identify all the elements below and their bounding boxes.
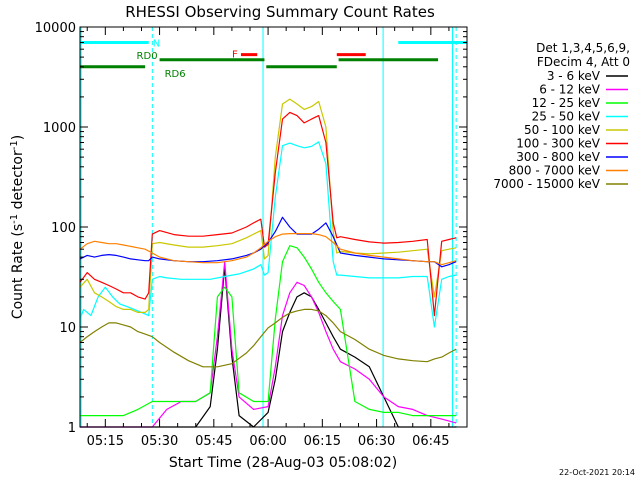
y-tick-label-4: 10000: [35, 21, 76, 36]
legend-label-6: 300 - 800 keV: [516, 150, 600, 164]
legend-label-2: 12 - 25 keV: [532, 96, 601, 110]
series-line-2: [80, 245, 457, 417]
y-tick-label-1: 10: [59, 321, 76, 336]
x-tick-label-6: 06:45: [412, 434, 449, 449]
boundary-lines: [80, 27, 457, 427]
rd6-label: RD6: [165, 69, 186, 80]
legend-label-0: 3 - 6 keV: [547, 69, 601, 83]
series-line-3: [79, 141, 457, 328]
legend-label-7: 800 - 7000 keV: [509, 164, 601, 178]
legend-label-8: 7000 - 15000 keV: [493, 177, 600, 191]
series-line-7: [79, 233, 457, 266]
y-axis-label: Count Rate (s-1 detector-1): [9, 135, 26, 319]
x-tick-label-0: 05:15: [87, 434, 124, 449]
legend-header-line-2: FDecim 4, Att 0: [537, 55, 630, 69]
series-line-1: [80, 261, 457, 428]
legend-header-line-1: Det 1,3,4,5,6,9,: [536, 41, 630, 55]
y-tick-label-0: 1: [68, 421, 76, 436]
date-stamp: 22-Oct-2021 20:14: [559, 468, 635, 477]
x-tick-label-3: 06:00: [249, 434, 286, 449]
series-line-8: [79, 308, 457, 368]
attenuator-label: N: [153, 38, 160, 49]
status-markers: N F RD0 RD6: [80, 38, 467, 80]
flare-label: F: [232, 50, 238, 61]
series-line-5: [79, 111, 457, 317]
x-axis: 05:15 05:30 05:45 06:00 06:15 06:30 06:45: [87, 27, 468, 449]
legend-label-3: 25 - 50 keV: [532, 110, 601, 124]
x-tick-label-1: 05:30: [141, 434, 178, 449]
legend-label-5: 100 - 300 keV: [516, 137, 600, 151]
legend-label-1: 6 - 12 keV: [539, 83, 601, 97]
x-axis-label: Start Time (28-Aug-03 05:08:02): [169, 455, 397, 471]
legend-label-4: 50 - 100 keV: [524, 123, 601, 137]
y-tick-label-3: 1000: [43, 121, 76, 136]
y-tick-label-2: 100: [51, 221, 76, 236]
chart-title: RHESSI Observing Summary Count Rates: [125, 3, 435, 21]
x-tick-label-5: 06:30: [358, 434, 395, 449]
x-tick-label-2: 05:45: [195, 434, 232, 449]
y-axis: 1 10 100 1000 10000: [35, 21, 467, 436]
series-line-6: [79, 216, 457, 268]
series-line-4: [79, 98, 457, 313]
legend: Det 1,3,4,5,6,9, FDecim 4, Att 0 3 - 6 k…: [493, 41, 630, 191]
rd0-label: RD0: [137, 51, 158, 62]
x-tick-label-4: 06:15: [304, 434, 341, 449]
